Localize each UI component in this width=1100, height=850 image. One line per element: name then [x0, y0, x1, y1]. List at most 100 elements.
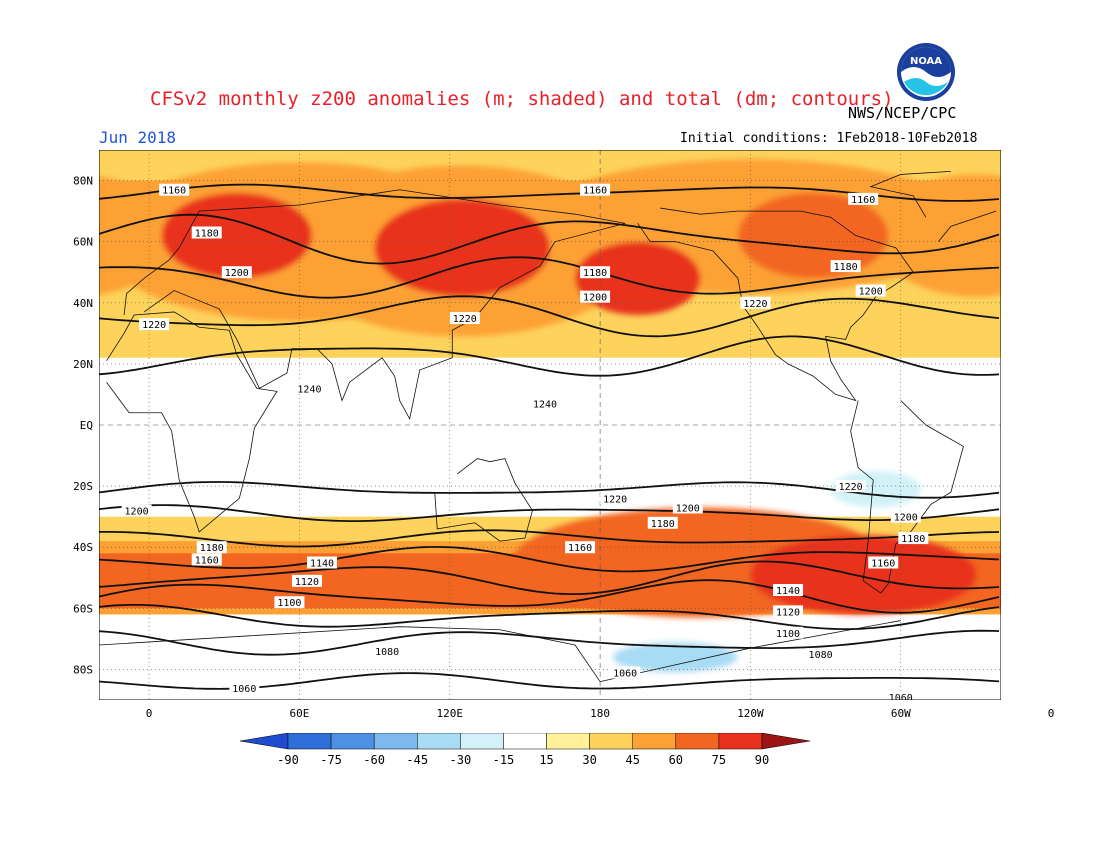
contour-label: 1160 — [565, 541, 596, 554]
contour-label: 1180 — [191, 226, 222, 240]
latitude-label: 60S — [73, 602, 93, 615]
svg-text:1220: 1220 — [142, 320, 166, 331]
contour-label: 1100 — [274, 596, 305, 609]
longitude-label: 60W — [891, 707, 911, 720]
latitude-label: 40S — [73, 541, 93, 554]
svg-text:1080: 1080 — [375, 647, 399, 658]
contour-label: 1220 — [740, 296, 771, 310]
colorbar-label: 45 — [626, 753, 640, 767]
svg-text:1180: 1180 — [200, 543, 224, 554]
colorbar-over-arrow — [761, 733, 811, 750]
colorbar-label: -75 — [320, 753, 342, 767]
contour-label: 1160 — [580, 183, 611, 197]
contour-line — [99, 546, 1000, 573]
contour-label: 1240 — [294, 382, 325, 395]
noaa-logo-icon: NOAA — [897, 43, 955, 101]
contour-line — [99, 629, 1000, 656]
svg-text:1100: 1100 — [277, 598, 301, 609]
contour-label: 1180 — [647, 516, 678, 530]
colorbar-label: 75 — [712, 753, 726, 767]
contour-line — [99, 183, 1000, 202]
contour-label: 1060 — [885, 690, 916, 700]
colorbar-swatch — [330, 733, 375, 750]
contour-line — [99, 335, 1000, 377]
anomaly-region — [830, 470, 921, 508]
contour-label: 1180 — [898, 532, 929, 545]
contour-label: 1060 — [610, 666, 641, 680]
anomaly-region — [106, 425, 167, 487]
contour-label: 1200 — [221, 266, 252, 279]
svg-text:1060: 1060 — [613, 669, 637, 680]
svg-text:1200: 1200 — [676, 504, 700, 515]
colorbar-under-arrow — [240, 733, 289, 750]
initial-conditions: Initial conditions: 1Feb2018-10Feb2018 — [680, 131, 978, 146]
svg-text:1220: 1220 — [453, 314, 477, 325]
latitude-label: 80N — [73, 175, 93, 188]
contour-label: 1200 — [890, 510, 921, 524]
contour-label: 1180 — [580, 266, 611, 279]
contour-line — [99, 579, 1000, 614]
colorbar-swatch — [546, 733, 590, 750]
contour-label: 1200 — [121, 504, 152, 518]
svg-text:1220: 1220 — [603, 494, 627, 505]
coastline-south-america — [850, 400, 964, 594]
colorbar-label: -30 — [450, 753, 472, 767]
contour-label: 1160 — [868, 556, 899, 570]
contour-label: 1220 — [835, 480, 866, 493]
svg-text:1060: 1060 — [889, 693, 913, 700]
longitude-label: 0 — [1048, 707, 1055, 720]
svg-text:1180: 1180 — [651, 519, 675, 530]
contour-label: 1080 — [372, 645, 403, 658]
svg-text:1200: 1200 — [125, 507, 149, 518]
svg-text:1140: 1140 — [310, 559, 334, 570]
contour-line — [99, 256, 1000, 299]
svg-text:1200: 1200 — [859, 287, 883, 298]
colorbar-swatch — [503, 733, 547, 750]
contour-label: 1140 — [306, 556, 337, 570]
contour-line — [99, 504, 1000, 523]
longitude-label: 0 — [146, 707, 153, 720]
longitude-label: 180 — [590, 707, 610, 720]
contour-label: 1220 — [449, 312, 480, 325]
contour-line — [99, 560, 1000, 596]
colorbar-swatch — [373, 733, 418, 750]
contour-label: 1240 — [529, 397, 560, 411]
contour-label: 1160 — [159, 183, 190, 197]
svg-text:1120: 1120 — [295, 577, 319, 588]
world-map: 1160 116011601180118011801200120012001200… — [99, 150, 1001, 700]
latitude-label: 20S — [73, 480, 93, 493]
longitude-label: 120E — [437, 707, 464, 720]
colorbar-label: 60 — [669, 753, 683, 767]
coastline-greenland — [938, 210, 997, 242]
anomaly-region — [575, 446, 876, 484]
colorbar-swatch — [632, 733, 677, 750]
svg-text:1220: 1220 — [743, 299, 767, 310]
svg-text:1160: 1160 — [583, 186, 607, 197]
coastline-eurasia — [123, 189, 626, 421]
contour-label: 1200 — [672, 501, 703, 515]
contour-label: 1100 — [773, 626, 804, 640]
svg-text:1200: 1200 — [894, 513, 918, 524]
svg-text:1220: 1220 — [839, 482, 863, 493]
grid-lines — [99, 150, 1001, 700]
colorbar-label: -45 — [406, 753, 428, 767]
anomaly-region — [737, 192, 889, 279]
longitude-label: 60E — [290, 707, 310, 720]
colorbar-label: 90 — [755, 753, 769, 767]
latitude-label: EQ — [80, 419, 93, 432]
svg-text:1100: 1100 — [776, 629, 800, 640]
agency-label: NWS/NCEP/CPC — [848, 104, 957, 122]
latitude-label: 40N — [73, 297, 93, 310]
svg-text:1160: 1160 — [851, 195, 875, 206]
colorbar-label: -90 — [277, 753, 299, 767]
svg-text:1160: 1160 — [871, 559, 895, 570]
contour-line — [99, 213, 1000, 265]
anomaly-region — [875, 174, 1001, 297]
svg-text:1160: 1160 — [195, 555, 219, 566]
longitude-label: 120W — [737, 707, 764, 720]
contour-label: 1060 — [229, 681, 260, 695]
svg-text:1160: 1160 — [162, 186, 186, 197]
contour-label: 1080 — [805, 648, 836, 661]
contour-label: 1120 — [773, 605, 804, 618]
contour-label: 1200 — [580, 290, 611, 304]
